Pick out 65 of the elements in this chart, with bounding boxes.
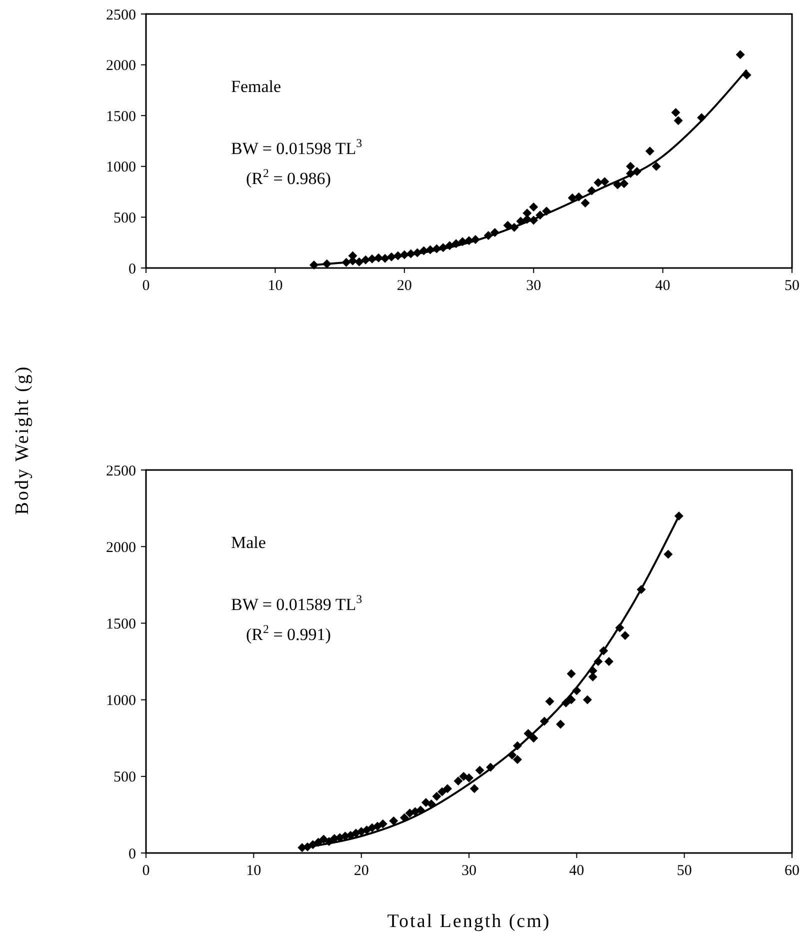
point	[529, 202, 538, 212]
point	[620, 630, 630, 640]
x-tick-label: 30	[526, 278, 542, 294]
y-tick-label: 2000	[106, 58, 136, 74]
point	[545, 696, 554, 706]
x-tick-label: 60	[784, 863, 800, 879]
point	[566, 695, 576, 704]
annotation: BW = 0.01589 TL$^{3}$	[231, 592, 362, 614]
point	[432, 792, 442, 801]
y-tick-label: 500	[114, 210, 136, 226]
x-tick-label: 40	[569, 863, 584, 879]
y-tick-label: 500	[114, 770, 136, 786]
y-tick-label: 0	[128, 846, 136, 862]
x-tick-label: 50	[676, 863, 692, 879]
annotation: Female	[231, 77, 282, 96]
y-tick-label: 0	[128, 261, 136, 278]
x-tick-label: 40	[655, 278, 670, 294]
x-tick-label: 20	[354, 863, 369, 879]
point	[664, 550, 673, 559]
point	[594, 178, 603, 188]
y-tick-label: 2500	[106, 7, 136, 24]
x-tick-label: 0	[142, 863, 150, 879]
point	[736, 50, 745, 60]
point	[566, 669, 576, 678]
point	[464, 773, 474, 782]
y-tick-label: 1500	[106, 108, 136, 125]
annotation: (R$^{2}$ = 0.991)	[246, 622, 331, 644]
annotation: Male	[231, 533, 266, 552]
x-tick-label: 50	[784, 278, 800, 294]
y-axis-title: Body Weight (g)	[12, 365, 33, 515]
y-tick-label: 1500	[106, 616, 136, 632]
point	[470, 784, 479, 794]
point	[512, 755, 522, 764]
point	[556, 720, 566, 729]
x-tick-label: 10	[246, 863, 262, 879]
point	[645, 146, 654, 156]
point	[529, 734, 538, 743]
annotation: BW = 0.01598 TL$^{3}$	[231, 136, 362, 158]
point	[620, 179, 629, 188]
y-tick-label: 2000	[106, 540, 136, 556]
point	[582, 695, 592, 704]
point	[626, 162, 635, 171]
x-tick-label: 10	[268, 278, 283, 294]
y-tick-label: 1000	[106, 693, 136, 710]
point	[652, 162, 661, 171]
point	[319, 834, 328, 844]
point	[580, 198, 590, 208]
point	[503, 220, 512, 230]
y-tick-label: 2500	[106, 463, 136, 480]
point	[438, 787, 447, 796]
x-tick-label: 0	[142, 278, 150, 294]
x-tick-label: 30	[462, 863, 476, 879]
point	[442, 784, 452, 794]
point	[378, 819, 388, 828]
point	[604, 657, 614, 666]
point	[600, 177, 610, 186]
point	[674, 116, 683, 126]
point	[454, 776, 463, 786]
point	[475, 766, 484, 775]
y-tick-label: 1000	[106, 160, 136, 176]
x-axis-title: Total Length (cm)	[387, 911, 551, 932]
point	[389, 816, 398, 826]
point	[671, 108, 680, 118]
annotation: (R$^{2}$ = 0.986)	[246, 166, 331, 188]
x-tick-label: 20	[396, 278, 412, 294]
